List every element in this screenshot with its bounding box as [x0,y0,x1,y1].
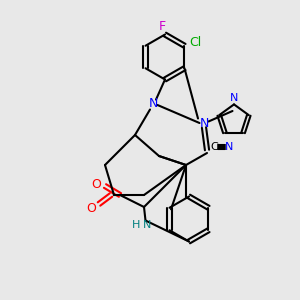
Text: O: O [87,202,96,215]
Text: C: C [211,142,218,152]
Text: N: N [199,116,209,130]
Text: N: N [143,220,151,230]
Text: O: O [91,178,101,191]
Text: Cl: Cl [189,36,201,49]
Text: H: H [132,220,141,230]
Text: F: F [158,20,166,33]
Text: N: N [148,97,158,110]
Text: N: N [225,142,234,152]
Text: N: N [230,93,238,103]
